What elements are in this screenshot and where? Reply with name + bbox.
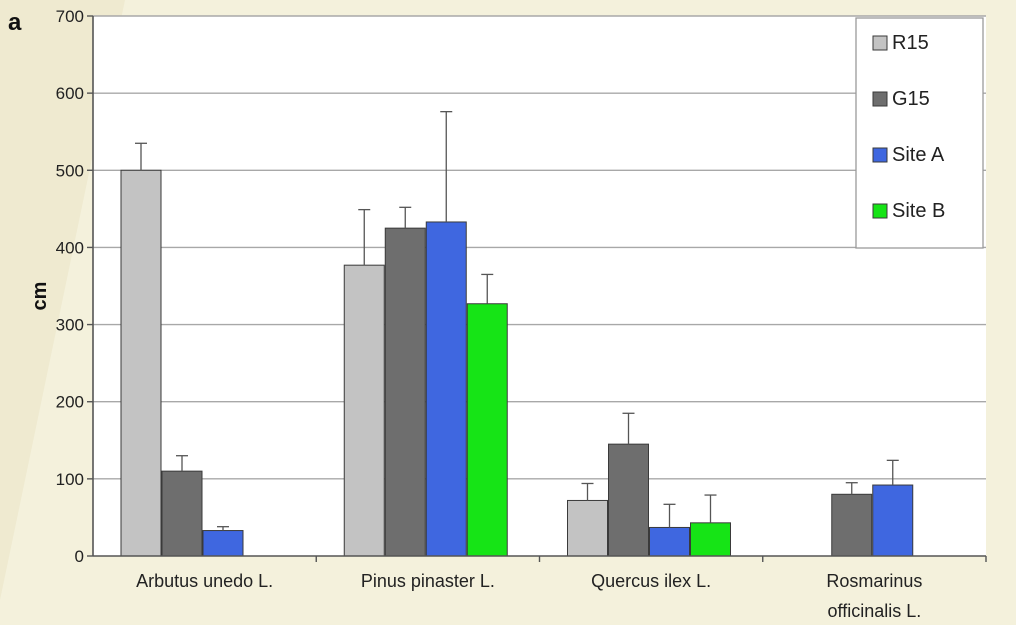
bar — [161, 470, 203, 557]
y-tick-label: 700 — [56, 7, 84, 26]
bar — [466, 303, 508, 557]
bar — [831, 493, 873, 557]
legend-swatch — [872, 91, 888, 107]
legend-label: Site B — [892, 200, 945, 222]
legend: R15 G15 Site A Site B — [855, 17, 984, 249]
bar — [872, 484, 914, 557]
y-tick-label: 400 — [56, 238, 84, 257]
category-label: Arbutus unedo L. — [136, 571, 273, 591]
bar — [120, 169, 162, 557]
axes — [87, 15, 987, 562]
category-label: officinalis L. — [828, 601, 922, 621]
bar — [202, 530, 244, 557]
plot-area — [93, 16, 986, 556]
legend-swatch — [872, 35, 888, 51]
y-tick-label: 500 — [56, 161, 84, 180]
y-tick-label: 600 — [56, 84, 84, 103]
legend-label: G15 — [892, 88, 930, 110]
legend-swatch — [872, 203, 888, 219]
bar — [567, 499, 608, 557]
bar — [608, 443, 649, 557]
legend-box — [855, 17, 984, 249]
bar — [425, 221, 467, 557]
category-label: Quercus ilex L. — [591, 571, 711, 591]
category-labels: Arbutus unedo L. Pinus pinaster L. Quercus… — [136, 571, 922, 621]
bars — [120, 169, 914, 557]
y-tick-label: 100 — [56, 470, 84, 489]
bar — [690, 522, 731, 557]
y-tick-labels: 0 100 200 300 400 500 600 700 — [56, 7, 84, 566]
error-bars — [135, 111, 899, 531]
y-tick-label: 300 — [56, 316, 84, 335]
y-axis-title: cm — [29, 282, 51, 311]
gridlines — [93, 15, 986, 480]
bar — [343, 264, 385, 557]
bar — [384, 227, 426, 557]
y-tick-label: 200 — [56, 393, 84, 412]
legend-label: R15 — [892, 32, 929, 54]
legend-swatch — [872, 147, 888, 163]
legend-label: Site A — [892, 144, 945, 166]
panel-label: a — [8, 9, 22, 36]
category-label: Rosmarinus — [826, 571, 922, 591]
category-label: Pinus pinaster L. — [361, 571, 495, 591]
y-tick-label: 0 — [75, 547, 84, 566]
bar — [649, 526, 690, 557]
